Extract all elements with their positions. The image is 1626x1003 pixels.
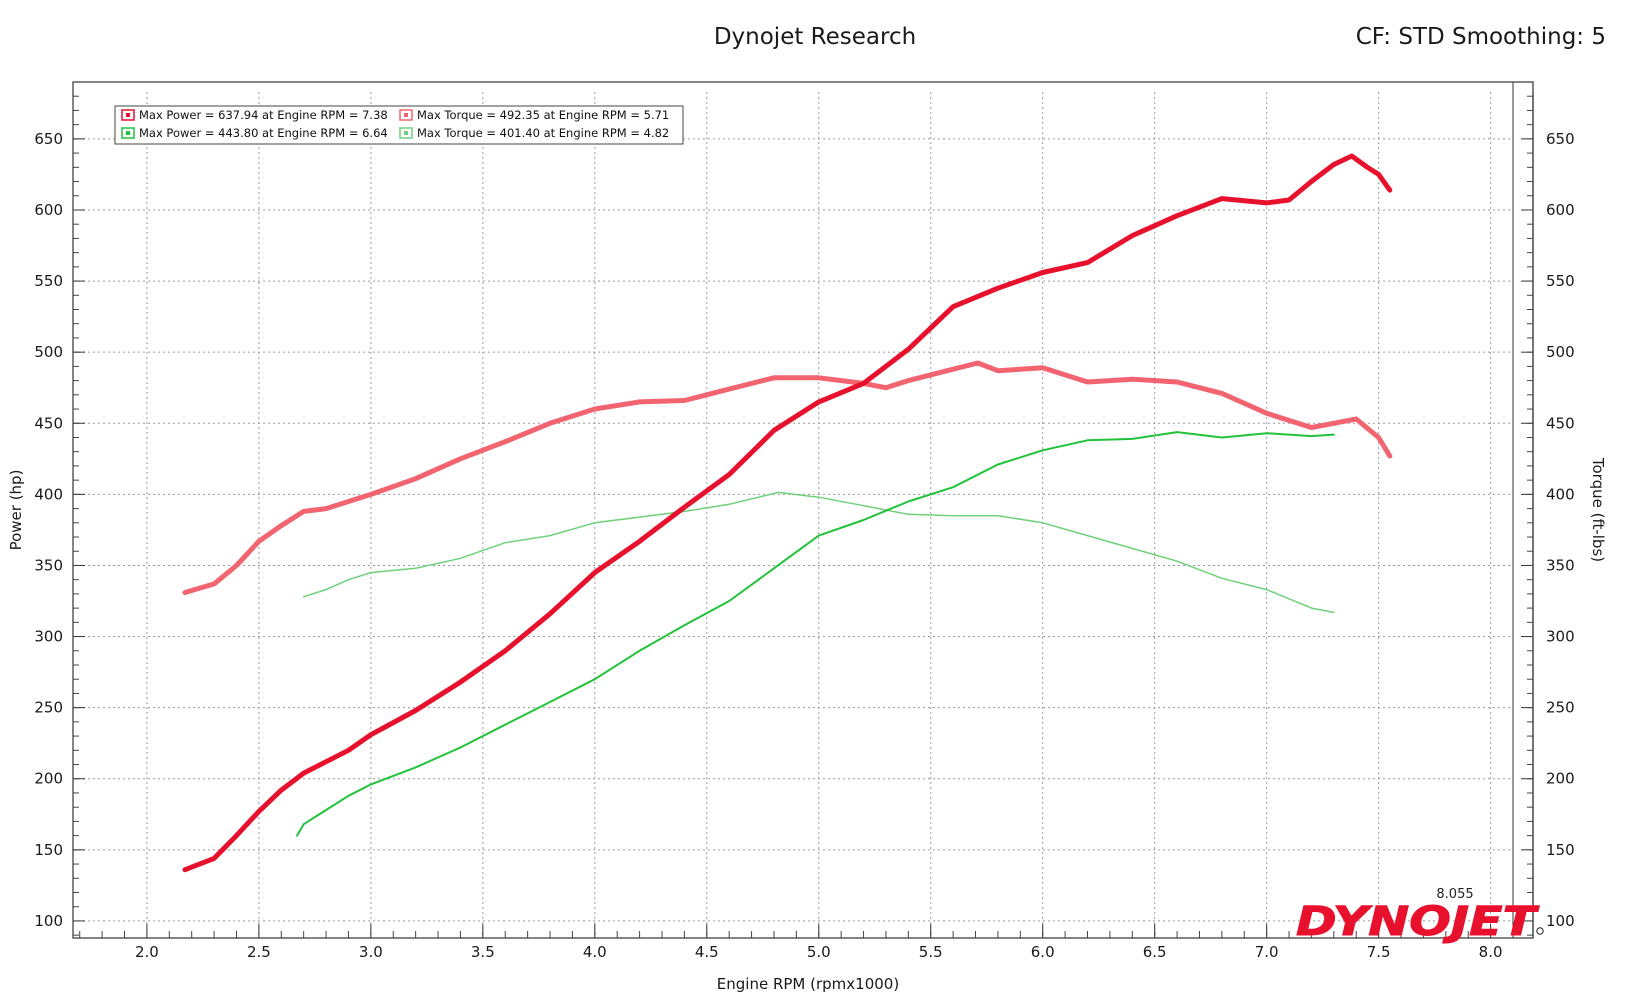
- x-tick-label: 4.5: [695, 943, 719, 961]
- x-tick-labels: 2.0 2.5 3.0 3.5 4.0 4.5 5.0 5.5 6.0 6.5 7.0 7.5 8.0: [135, 943, 1503, 961]
- right-tick-label: 650: [1546, 130, 1575, 148]
- right-tick-label: 300: [1546, 628, 1575, 646]
- right-tick-label: 350: [1546, 556, 1575, 574]
- right-tick-label: 200: [1546, 770, 1575, 788]
- series-line-2: [296, 431, 1335, 837]
- x-tick-label: 3.5: [471, 943, 495, 961]
- left-tick-label: 300: [34, 628, 63, 646]
- minor-ticks: [73, 95, 1533, 938]
- left-tick-label: 100: [34, 912, 63, 930]
- right-tick-label: 400: [1546, 485, 1575, 503]
- right-tick-labels: 100 150 200 250 300 350 400 450 500 550 600 650: [1546, 130, 1575, 930]
- registered-mark-icon: [1536, 927, 1544, 935]
- x-tick-label: 6.0: [1031, 943, 1055, 961]
- left-tick-label: 600: [34, 201, 63, 219]
- x-axis-label: Engine RPM (rpmx1000): [717, 975, 899, 993]
- left-tick-label: 450: [34, 414, 63, 432]
- x-tick-label: 2.0: [135, 943, 159, 961]
- right-tick-label: 550: [1546, 272, 1575, 290]
- left-tick-label: 350: [34, 556, 63, 574]
- right-axis-label: Torque (ft-lbs): [1589, 457, 1607, 562]
- left-tick-label: 650: [34, 130, 63, 148]
- left-tick-labels: 100 150 200 250 300 350 400 450 500 550 600 650: [34, 130, 63, 930]
- chart-title: Dynojet Research: [714, 24, 916, 50]
- legend-label: Max Power = 637.94 at Engine RPM = 7.38: [139, 108, 388, 122]
- x-tick-label: 6.5: [1143, 943, 1167, 961]
- legend-label: Max Power = 443.80 at Engine RPM = 6.64: [139, 126, 388, 140]
- series-line-0: [182, 153, 1393, 873]
- series-line-1: [182, 360, 1393, 595]
- x-tick-label: 2.5: [247, 943, 271, 961]
- left-tick-label: 550: [34, 272, 63, 290]
- legend-swatch-dot: [126, 131, 130, 135]
- left-tick-label: 400: [34, 485, 63, 503]
- legend-swatch-dot: [404, 113, 408, 117]
- legend-swatch-dot: [404, 131, 408, 135]
- x-tick-label: 4.0: [583, 943, 607, 961]
- x-tick-label: 5.5: [919, 943, 943, 961]
- corner-note: 8.055: [1436, 887, 1473, 902]
- correction-settings: CF: STD Smoothing: 5: [1356, 24, 1606, 50]
- legend-box: [114, 105, 684, 145]
- left-tick-label: 500: [34, 343, 63, 361]
- x-tick-label: 7.5: [1367, 943, 1391, 961]
- legend-swatch-dot: [126, 113, 130, 117]
- right-tick-label: 450: [1546, 414, 1575, 432]
- right-tick-label: 600: [1546, 201, 1575, 219]
- series-line-3: [302, 491, 1335, 614]
- right-tick-label: 250: [1546, 699, 1575, 717]
- left-tick-label: 200: [34, 770, 63, 788]
- left-tick-label: 150: [34, 841, 63, 859]
- legend: Max Power = 637.94 at Engine RPM = 7.38 M…: [114, 105, 684, 145]
- right-tick-label: 150: [1546, 841, 1575, 859]
- dynojet-logo: DYNOJET: [1296, 899, 1544, 946]
- legend-label: Max Torque = 492.35 at Engine RPM = 5.71: [417, 108, 669, 122]
- x-tick-label: 7.0: [1255, 943, 1279, 961]
- right-tick-label: 100: [1546, 912, 1575, 930]
- series-lines: [182, 153, 1393, 873]
- x-tick-label: 3.0: [359, 943, 383, 961]
- left-tick-label: 250: [34, 699, 63, 717]
- left-axis-label: Power (hp): [7, 470, 25, 551]
- x-tick-label: 8.0: [1479, 943, 1503, 961]
- right-tick-label: 500: [1546, 343, 1575, 361]
- legend-label: Max Torque = 401.40 at Engine RPM = 4.82: [417, 126, 669, 140]
- x-tick-label: 5.0: [807, 943, 831, 961]
- logo-text: DYNOJET: [1296, 899, 1539, 945]
